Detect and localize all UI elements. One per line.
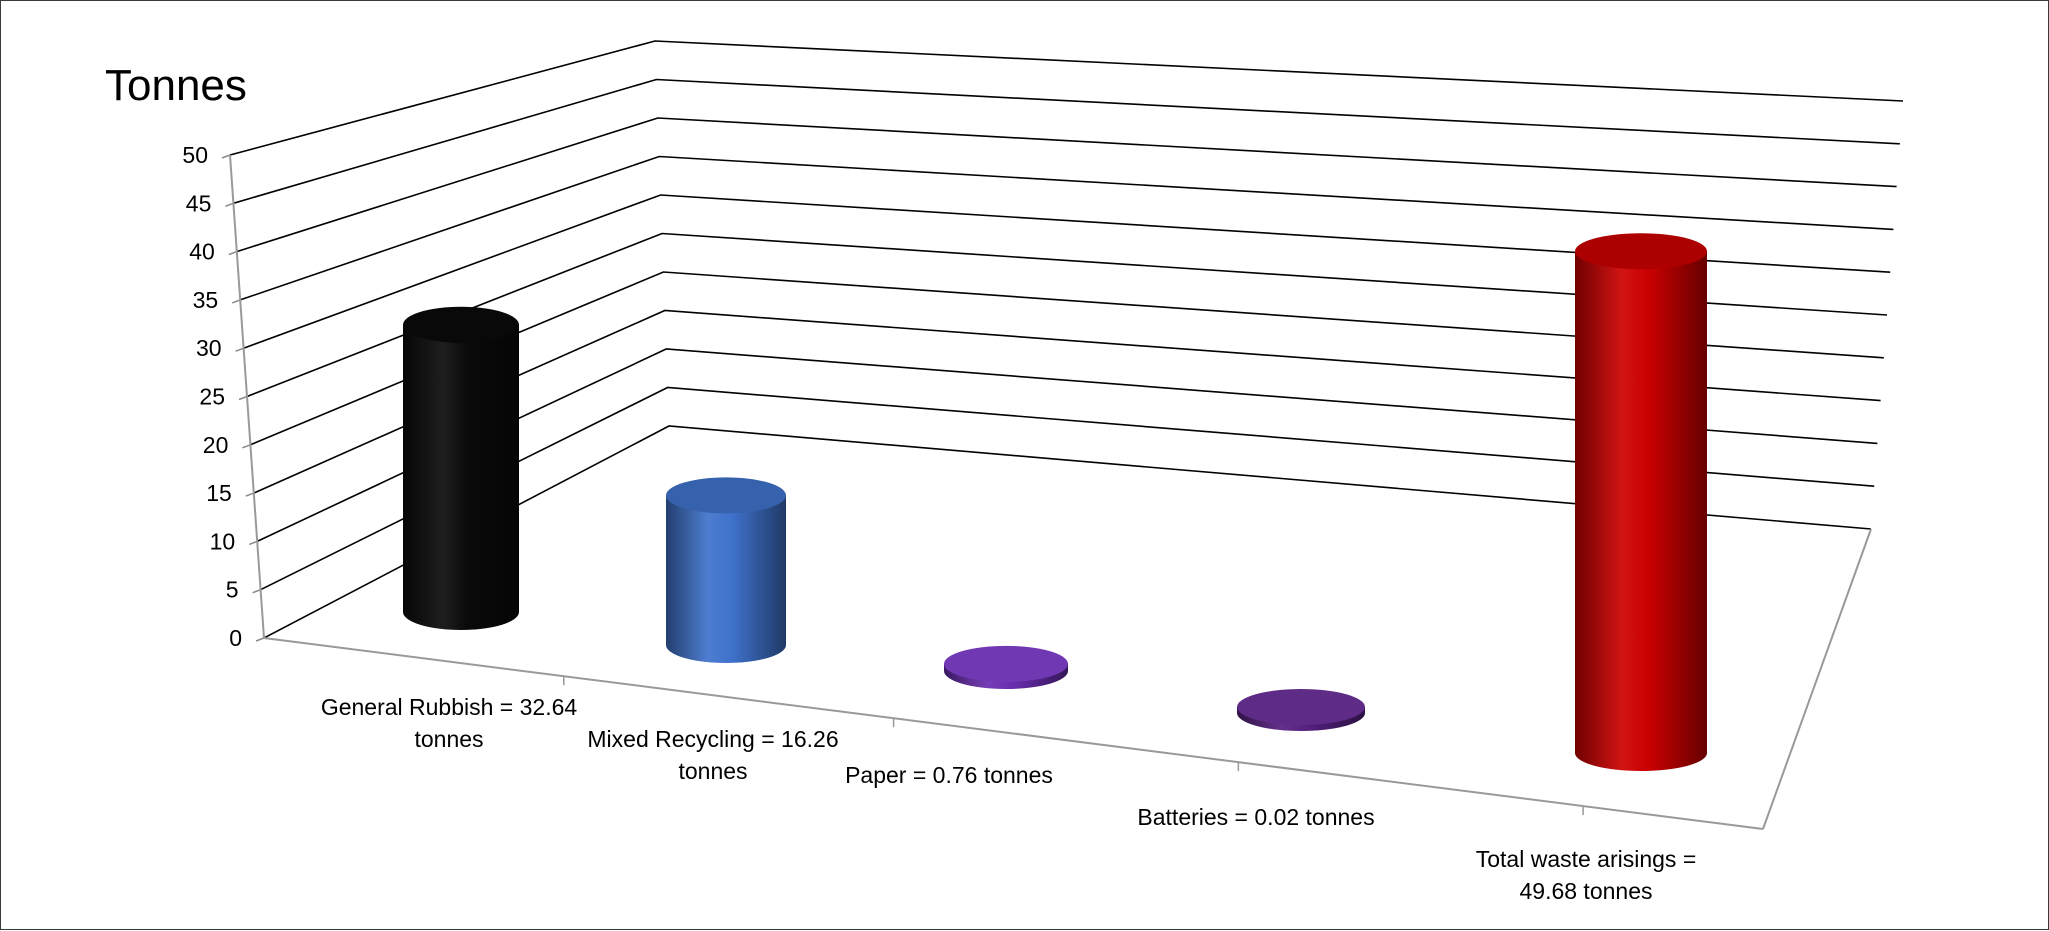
bar-top [1237, 689, 1365, 725]
y-tick-mark [245, 492, 255, 497]
y-tick-mark [225, 202, 234, 208]
gridline [250, 271, 1884, 446]
gridline [253, 309, 1881, 494]
gridline [233, 78, 1900, 205]
y-tick-mark [242, 444, 251, 449]
y-tick-label: 15 [206, 480, 232, 506]
y-tick-mark [238, 395, 248, 401]
bar-body [1575, 251, 1707, 771]
y-tick-label: 45 [186, 190, 212, 216]
bars-layer [403, 233, 1707, 771]
gridline [243, 194, 1891, 349]
bar [944, 645, 1068, 689]
y-tick-label: 35 [193, 287, 219, 313]
axis-layer [221, 154, 1872, 830]
y-tick-mark [255, 637, 265, 642]
gridline [246, 232, 1888, 398]
y-axis-label: Tonnes [105, 61, 247, 110]
y-tick-label: 40 [189, 239, 215, 265]
gridline [229, 40, 1904, 156]
y-tick-label: 50 [182, 142, 208, 168]
x-axis-line [263, 637, 1764, 830]
y-tick-label: 30 [196, 335, 222, 361]
labels-layer: 0 5 10 15 20 25 30 35 40 45 50 General Rubbish = 32… [182, 142, 1696, 904]
x-category-label: Mixed Recycling = 16.26 [587, 726, 838, 752]
bar-body [666, 495, 786, 663]
x-category-label: Paper = 0.76 tonnes [845, 762, 1053, 788]
y-tick-label: 5 [226, 577, 239, 603]
grid-layer [229, 40, 1904, 639]
x-category-label-line2: tonnes [414, 726, 483, 752]
y-tick-mark [228, 250, 238, 256]
y-tick-label: 20 [203, 432, 229, 458]
bar-top [403, 306, 519, 343]
y-tick-mark [231, 299, 241, 304]
gridline [263, 425, 1872, 639]
x-category-label-line2: 49.68 tonnes [1519, 878, 1652, 904]
gridline [260, 386, 1875, 591]
gridline [256, 348, 1878, 543]
bar-top [666, 477, 786, 514]
y-tick-label: 10 [210, 528, 236, 554]
y-tick-mark [252, 588, 261, 594]
x-category-label-line2: tonnes [678, 758, 747, 784]
bar-top [944, 645, 1068, 682]
bar [1237, 689, 1365, 731]
y-tick-mark [248, 540, 258, 546]
y-tick-mark [221, 154, 231, 159]
bar-top [1575, 233, 1707, 270]
y-tick-mark [235, 347, 244, 352]
x-category-label: General Rubbish = 32.64 [321, 694, 578, 720]
bar [666, 477, 786, 663]
bar-body [403, 324, 519, 630]
gridline [236, 117, 1897, 253]
bar [1575, 233, 1707, 771]
y-tick-label: 25 [199, 384, 225, 410]
bar [403, 306, 519, 630]
y-axis-line [229, 154, 265, 639]
y-tick-label: 0 [229, 625, 242, 651]
x-category-label: Batteries = 0.02 tonnes [1137, 804, 1374, 830]
x-category-label: Total waste arisings = [1476, 846, 1697, 872]
floor-right-edge [1762, 528, 1872, 830]
gridline [239, 155, 1894, 301]
